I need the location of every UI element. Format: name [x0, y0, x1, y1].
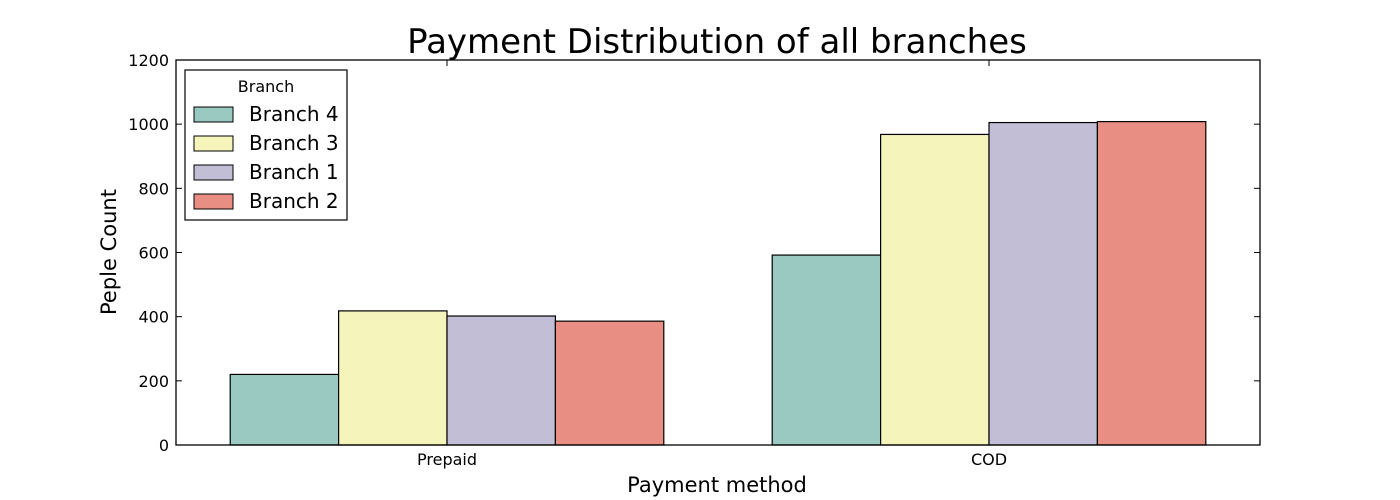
chart-title: Payment Distribution of all branches: [407, 22, 1027, 62]
bar-branch-2-prepaid: [554, 320, 665, 446]
bar-branch-2-cod: [1096, 120, 1207, 446]
legend-label: Branch 1: [249, 160, 339, 184]
bar-branch-3-cod: [879, 133, 990, 446]
plot-frame: [175, 59, 1261, 446]
legend-label: Branch 2: [249, 189, 339, 213]
bars-group: [229, 120, 1207, 446]
x-tick-label: COD: [971, 450, 1007, 469]
x-tick-label: Prepaid: [417, 450, 477, 469]
bar-branch-1-cod: [988, 121, 1099, 446]
legend-swatch: [193, 106, 234, 123]
legend-swatch: [193, 135, 234, 152]
legend-label: Branch 4: [249, 102, 339, 126]
legend: Branch Branch 4 Branch 3 Branch 1 Branch 2: [184, 69, 348, 221]
y-tick-label: 1000: [128, 115, 169, 134]
bar-branch-4-cod: [771, 254, 882, 446]
legend-swatch: [193, 193, 234, 210]
legend-title: Branch: [238, 77, 294, 96]
y-tick-label: 1200: [128, 51, 169, 70]
y-tick-label: 0: [159, 436, 169, 455]
bar-branch-1-prepaid: [446, 315, 557, 446]
y-tick-label: 400: [138, 308, 169, 327]
legend-swatch: [193, 164, 234, 181]
y-tick-label: 600: [138, 244, 169, 263]
y-axis-label: Peple Count: [97, 189, 121, 315]
x-axis-label: Payment method: [627, 473, 807, 497]
bar-branch-3-prepaid: [338, 310, 448, 446]
bar-branch-4-prepaid: [229, 373, 340, 446]
ticks-group: 0 200 400 600 800 1000 1200 Prepaid COD: [128, 51, 1260, 469]
legend-label: Branch 3: [249, 131, 339, 155]
y-tick-label: 200: [138, 372, 169, 391]
y-tick-label: 800: [138, 179, 169, 198]
